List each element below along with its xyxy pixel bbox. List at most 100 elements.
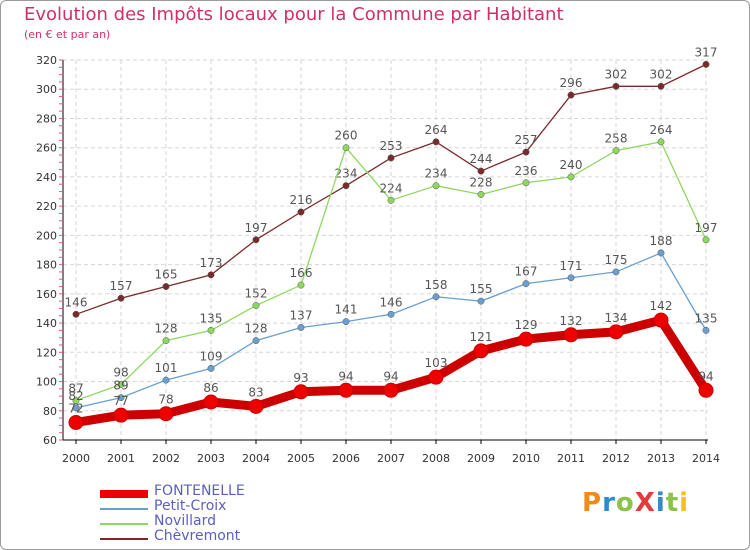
data-label: 197 <box>245 221 268 235</box>
data-point-novillard <box>612 147 620 155</box>
data-point-fontenelle <box>518 331 534 347</box>
data-label: 173 <box>200 256 223 270</box>
data-point-novillard <box>162 337 170 345</box>
data-label: 264 <box>425 123 448 137</box>
x-tick-label: 2007 <box>377 452 405 465</box>
data-label: 258 <box>605 132 628 146</box>
y-tick-label: 140 <box>36 317 57 330</box>
data-label: 101 <box>155 361 178 375</box>
data-point-petit-croix <box>477 297 485 305</box>
legend-swatch <box>100 508 148 510</box>
data-label: 166 <box>290 266 313 280</box>
y-tick-label: 280 <box>36 112 57 125</box>
proxiti-logo: ProXiti <box>582 488 690 518</box>
data-label: 260 <box>335 129 358 143</box>
y-tick-label: 200 <box>36 229 57 242</box>
x-tick-label: 2008 <box>422 452 450 465</box>
data-point-petit-croix <box>72 404 80 412</box>
y-tick-label: 320 <box>36 54 57 67</box>
y-tick-label: 220 <box>36 200 57 213</box>
data-point-novillard <box>252 302 260 309</box>
data-point-novillard <box>657 138 665 146</box>
data-point-petit-croix <box>567 274 575 282</box>
data-label: 141 <box>335 303 358 317</box>
data-point-fontenelle <box>653 312 669 328</box>
data-label: 72 <box>68 401 83 415</box>
data-point-ch-vremont <box>567 91 575 99</box>
data-label: 228 <box>470 175 493 189</box>
data-label: 89 <box>113 379 128 393</box>
data-point-petit-croix <box>702 326 710 334</box>
data-point-fontenelle <box>428 369 444 385</box>
data-label: 296 <box>560 76 583 90</box>
y-tick-label: 100 <box>36 376 57 389</box>
legend-swatch <box>100 490 148 498</box>
y-tick-label: 80 <box>43 405 57 418</box>
data-point-fontenelle <box>293 384 309 400</box>
data-point-ch-vremont <box>252 236 260 244</box>
data-label: 121 <box>470 330 493 344</box>
legend-label: FONTENELLE <box>154 483 245 499</box>
data-label: 94 <box>698 369 713 383</box>
data-point-petit-croix <box>522 280 530 288</box>
data-point-novillard <box>702 236 710 244</box>
data-point-ch-vremont <box>117 294 125 302</box>
data-point-ch-vremont <box>702 60 710 68</box>
data-label: 216 <box>290 193 313 207</box>
x-tick-label: 2010 <box>512 452 540 465</box>
data-label: 132 <box>560 314 583 328</box>
data-point-fontenelle <box>113 407 129 423</box>
x-tick-label: 2011 <box>557 452 585 465</box>
data-point-petit-croix <box>657 249 665 257</box>
data-label: 188 <box>650 234 673 248</box>
chart-subtitle: (en € et par an) <box>24 28 111 41</box>
data-point-ch-vremont <box>432 138 440 146</box>
legend-label: Novillard <box>154 513 216 529</box>
data-point-fontenelle <box>473 343 489 359</box>
data-point-fontenelle <box>158 406 174 422</box>
data-point-fontenelle <box>563 327 579 343</box>
data-point-fontenelle <box>608 324 624 340</box>
data-label: 302 <box>605 67 628 81</box>
x-tick-label: 2012 <box>602 452 630 465</box>
data-label: 234 <box>425 167 448 181</box>
data-point-novillard <box>117 381 125 388</box>
legend-label: Petit-Croix <box>154 498 227 514</box>
data-point-ch-vremont <box>387 154 395 162</box>
data-point-ch-vremont <box>522 148 530 156</box>
data-label: 253 <box>380 139 403 153</box>
y-tick-label: 60 <box>43 434 57 447</box>
data-point-ch-vremont <box>72 310 80 318</box>
y-tick-label: 240 <box>36 171 57 184</box>
data-point-petit-croix <box>342 318 350 326</box>
data-point-novillard <box>72 397 80 404</box>
data-label: 94 <box>338 369 353 383</box>
x-tick-label: 2013 <box>647 452 675 465</box>
data-label: 197 <box>695 221 718 235</box>
data-point-petit-croix <box>432 293 440 301</box>
data-label: 240 <box>560 158 583 172</box>
data-label: 83 <box>248 385 263 399</box>
data-label: 109 <box>200 349 223 363</box>
x-tick-label: 2001 <box>107 452 135 465</box>
legend-label: Chèvremont <box>154 528 241 544</box>
x-tick-label: 2006 <box>332 452 360 465</box>
data-label: 78 <box>158 393 173 407</box>
data-label: 257 <box>515 133 538 147</box>
legend-swatch <box>100 538 148 540</box>
data-label: 137 <box>290 308 313 322</box>
data-label: 82 <box>68 389 83 403</box>
data-label: 165 <box>155 268 178 282</box>
data-point-novillard <box>207 326 215 334</box>
data-label: 244 <box>470 152 493 166</box>
data-point-novillard <box>387 196 395 204</box>
data-label: 87 <box>68 382 83 396</box>
data-label: 158 <box>425 278 448 292</box>
data-label: 146 <box>65 295 88 309</box>
y-tick-label: 180 <box>36 259 57 272</box>
data-label: 264 <box>650 123 673 137</box>
data-label: 234 <box>335 167 358 181</box>
data-label: 134 <box>605 311 628 325</box>
data-point-ch-vremont <box>207 271 215 279</box>
